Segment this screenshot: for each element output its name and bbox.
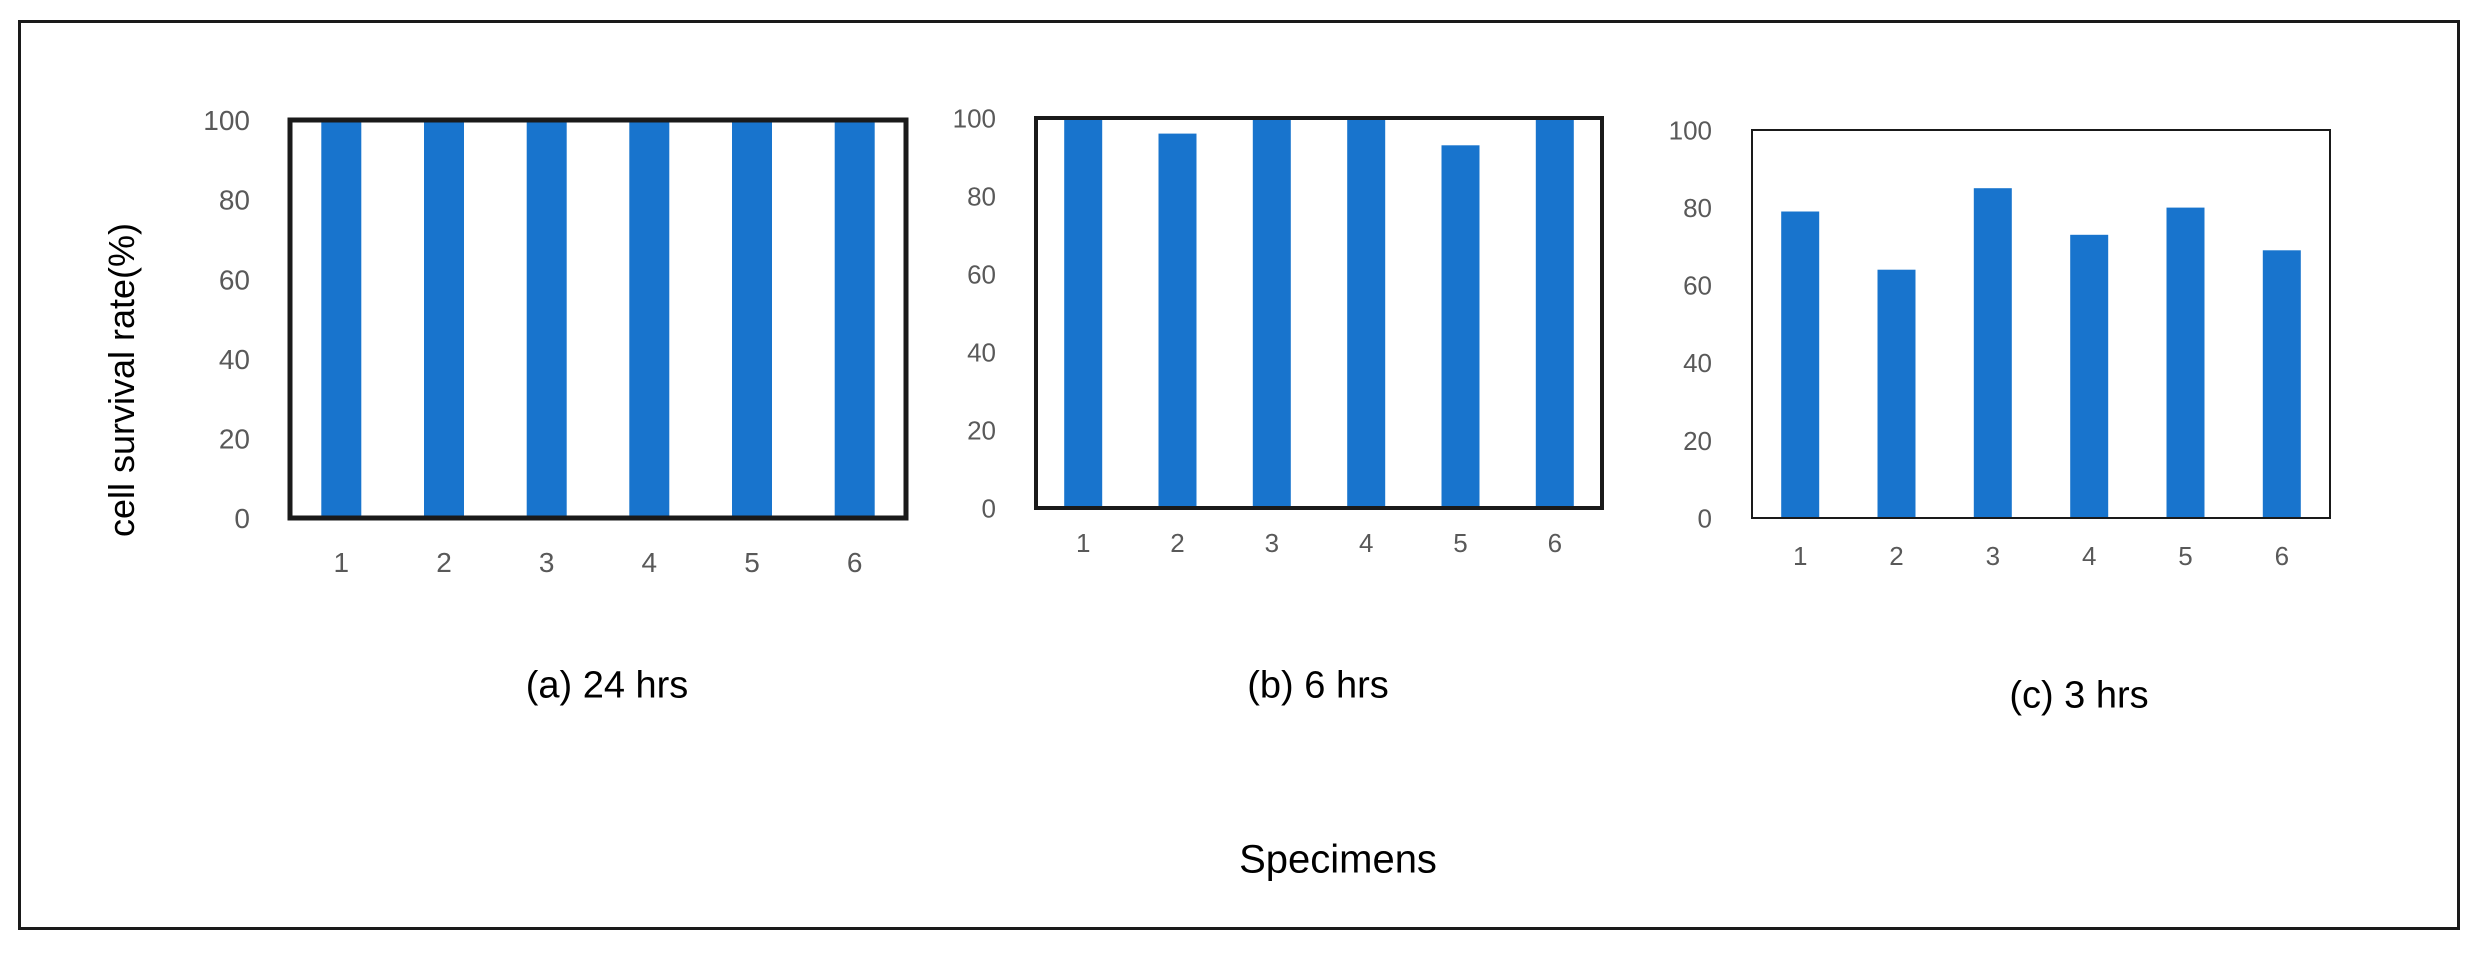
x-tick-c-5: 5 — [2178, 541, 2192, 571]
bar-c-6 — [2262, 250, 2301, 519]
panel-caption-c: (c) 3 hrs — [2009, 674, 2149, 717]
bar-a-2 — [424, 120, 464, 518]
y-tick-a-0: 0 — [234, 503, 250, 534]
bar-a-5 — [732, 120, 772, 518]
y-tick-b-20: 20 — [967, 415, 996, 445]
x-tick-b-6: 6 — [1548, 528, 1562, 558]
x-tick-b-2: 2 — [1170, 528, 1184, 558]
y-tick-b-80: 80 — [967, 181, 996, 211]
x-tick-b-4: 4 — [1359, 528, 1373, 558]
plot-frame-b — [1034, 116, 1604, 510]
panel-caption-a: (a) 24 hrs — [525, 664, 689, 707]
y-tick-a-40: 40 — [219, 344, 250, 375]
y-tick-c-60: 60 — [1683, 271, 1712, 301]
bar-a-4 — [629, 120, 670, 518]
panel-caption-b: (b) 6 hrs — [1247, 664, 1389, 707]
x-tick-a-5: 5 — [744, 547, 760, 578]
y-tick-c-20: 20 — [1683, 426, 1712, 456]
y-tick-a-60: 60 — [219, 264, 250, 295]
bar-c-5 — [2166, 207, 2205, 518]
y-tick-a-20: 20 — [219, 424, 250, 455]
bar-a-1 — [321, 120, 362, 518]
y-tick-c-100: 100 — [1669, 115, 1712, 145]
x-tick-b-1: 1 — [1076, 528, 1090, 558]
x-tick-a-2: 2 — [436, 547, 452, 578]
bar-c-2 — [1877, 269, 1916, 518]
x-axis-label: Specimens — [1239, 837, 1437, 882]
x-tick-c-3: 3 — [1986, 541, 2000, 571]
y-tick-c-80: 80 — [1683, 193, 1712, 223]
bar-b-4 — [1347, 118, 1386, 508]
x-tick-a-6: 6 — [847, 547, 863, 578]
x-tick-b-3: 3 — [1265, 528, 1279, 558]
y-axis-label: cell survival rate(%) — [101, 222, 142, 538]
x-tick-a-4: 4 — [642, 547, 658, 578]
x-tick-a-3: 3 — [539, 547, 555, 578]
y-tick-c-40: 40 — [1683, 348, 1712, 378]
bar-a-6 — [834, 120, 875, 518]
x-tick-c-1: 1 — [1793, 541, 1807, 571]
bar-b-6 — [1535, 118, 1574, 508]
y-tick-b-0: 0 — [982, 493, 996, 523]
chart-panel-c: 0 20 40 60 80 100 1 2 3 4 5 6 — [1669, 115, 2331, 571]
plot-frame-a — [287, 117, 909, 521]
bar-b-1 — [1064, 118, 1103, 508]
y-tick-c-0: 0 — [1698, 503, 1712, 533]
x-tick-c-6: 6 — [2275, 541, 2289, 571]
bar-c-4 — [2070, 234, 2109, 519]
x-tick-a-1: 1 — [334, 547, 350, 578]
x-tick-c-4: 4 — [2082, 541, 2096, 571]
plot-frame-c — [1751, 129, 2331, 519]
y-tick-a-80: 80 — [219, 185, 250, 216]
chart-panel-b: 0 20 40 60 80 100 1 2 3 4 5 6 — [953, 103, 1604, 558]
y-tick-a-100: 100 — [203, 105, 250, 136]
y-tick-b-40: 40 — [967, 337, 996, 367]
bar-c-1 — [1781, 211, 1820, 518]
y-tick-b-60: 60 — [967, 259, 996, 289]
bar-b-5 — [1441, 145, 1480, 509]
figure-frame — [18, 20, 2460, 930]
x-tick-b-5: 5 — [1453, 528, 1467, 558]
y-tick-b-100: 100 — [953, 103, 996, 133]
bar-a-3 — [526, 120, 567, 518]
bar-c-3 — [1973, 188, 2012, 518]
chart-panel-a: 0 20 40 60 80 100 1 2 3 4 5 6 — [203, 105, 909, 578]
x-tick-c-2: 2 — [1889, 541, 1903, 571]
bar-b-2 — [1158, 133, 1197, 508]
bar-b-3 — [1252, 118, 1291, 508]
